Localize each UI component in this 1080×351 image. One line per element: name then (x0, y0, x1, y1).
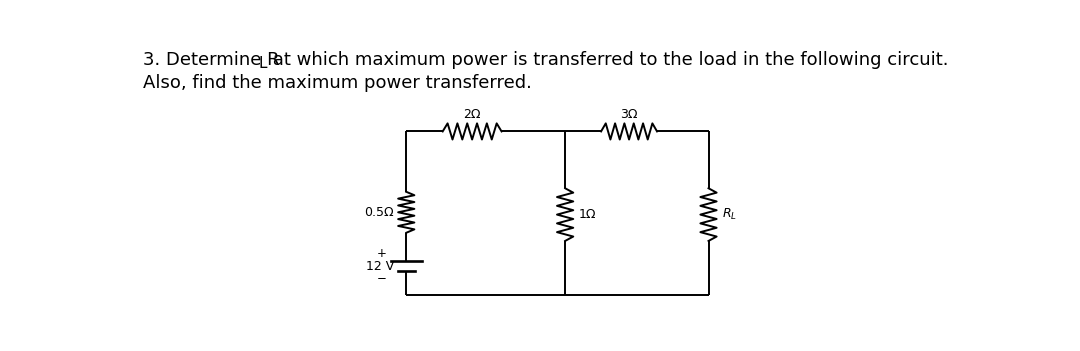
Text: 3Ω: 3Ω (620, 108, 637, 121)
Text: 0.5Ω: 0.5Ω (364, 206, 394, 219)
Text: Also, find the maximum power transferred.: Also, find the maximum power transferred… (143, 74, 531, 92)
Text: 1Ω: 1Ω (578, 208, 596, 221)
Text: L: L (258, 56, 267, 71)
Text: −: − (377, 272, 387, 285)
Text: $R_L$: $R_L$ (721, 207, 737, 222)
Text: 12 V: 12 V (366, 260, 394, 273)
Text: 2Ω: 2Ω (463, 108, 481, 121)
Text: at which maximum power is transferred to the load in the following circuit.: at which maximum power is transferred to… (267, 51, 948, 69)
Text: +: + (377, 247, 387, 260)
Text: 3. Determine R: 3. Determine R (143, 51, 280, 69)
